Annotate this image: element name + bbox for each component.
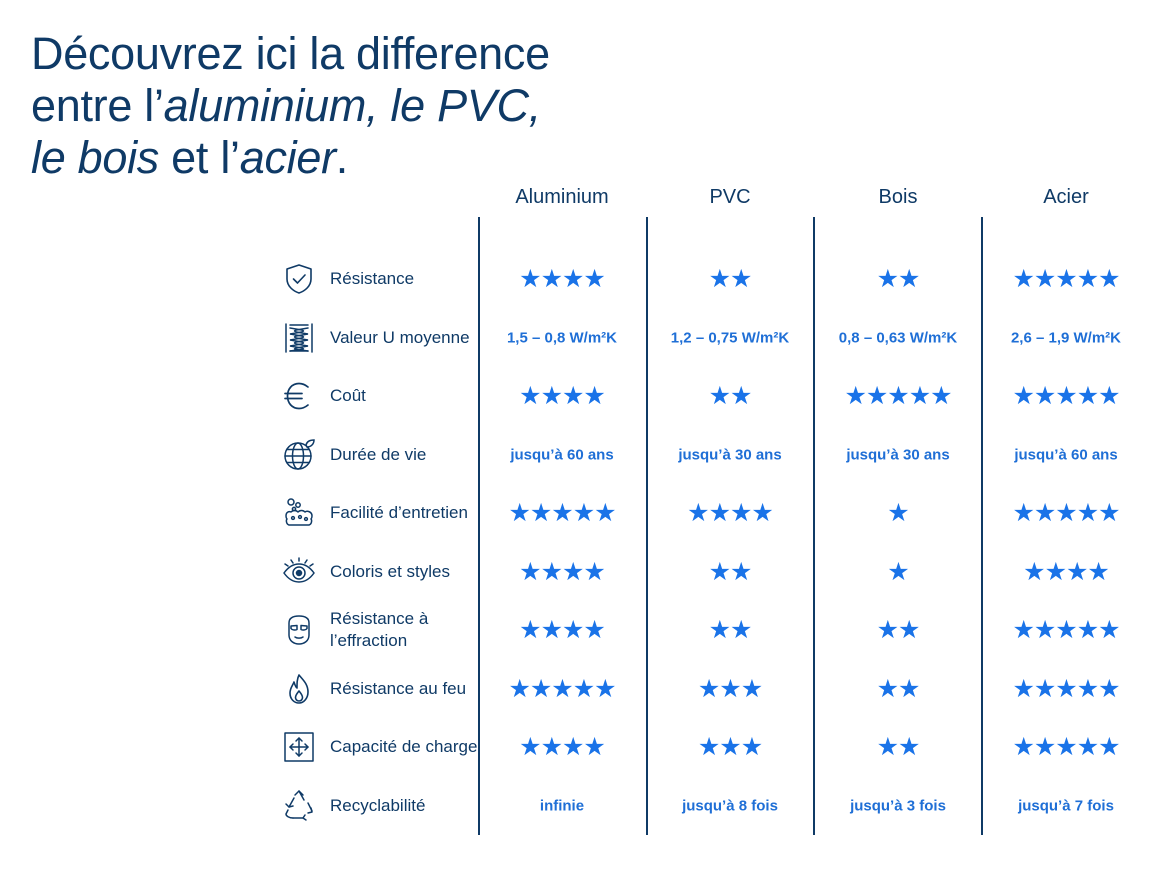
cell-value: jusqu’à 60 ans — [510, 446, 614, 463]
headline-line3-italic-a: le bois — [31, 132, 159, 183]
headline-line1: Découvrez ici la difference — [31, 28, 550, 79]
row-label: Résistance à l’effraction — [330, 609, 429, 650]
column-header-bois: Bois — [878, 186, 918, 208]
star-rating: ★★★★ — [1023, 557, 1110, 586]
sponge-icon — [282, 496, 316, 530]
star-rating: ★★★★★ — [508, 674, 616, 703]
column-divider — [981, 217, 983, 835]
star-rating: ★★ — [708, 382, 753, 410]
insulation-icon — [282, 321, 316, 355]
table-row: Capacité de charge ★★★★ ★★★ ★★ ★★★★★ — [0, 718, 1170, 776]
star-rating: ★★★ — [697, 674, 763, 703]
column-header-acier: Acier — [1043, 186, 1089, 208]
star-rating: ★★★★★ — [1012, 674, 1120, 703]
star-rating: ★★★★ — [687, 499, 774, 527]
star-rating: ★★★★★ — [508, 499, 616, 527]
eye-icon — [282, 555, 316, 589]
star-rating: ★★ — [708, 616, 753, 644]
table-row: Résistance au feu ★★★★★ ★★★ ★★ ★★★★★ — [0, 660, 1170, 718]
star-rating: ★★★ — [697, 733, 763, 761]
column-header-aluminium: Aluminium — [515, 186, 609, 208]
star-rating: ★★★★ — [519, 382, 606, 410]
table-row: Durée de vie jusqu’à 60 ans jusqu’à 30 ans… — [0, 426, 1170, 484]
cell-value: 0,8 – 0,63 W/m²K — [838, 329, 958, 346]
cell-value: jusqu’à 60 ans — [1014, 446, 1118, 463]
recycle-icon — [282, 789, 316, 823]
row-label: Résistance au feu — [330, 678, 467, 698]
column-divider — [646, 217, 648, 835]
cell-value: 2,6 – 1,9 W/m²K — [1010, 329, 1122, 346]
cell-value: jusqu’à 7 fois — [1018, 797, 1114, 814]
star-rating: ★★ — [876, 733, 921, 761]
globe-leaf-icon — [282, 438, 316, 472]
table-row: Coloris et styles ★★★★ ★★ ★ ★★★★ — [0, 543, 1170, 601]
row-label: Recyclabilité — [330, 795, 426, 815]
star-rating: ★ — [887, 557, 909, 586]
row-label: Durée de vie — [330, 444, 427, 464]
cell-value: 1,2 – 0,75 W/m²K — [670, 329, 790, 346]
star-rating: ★★ — [876, 265, 921, 293]
headline-line3-plain-a: et l’ — [158, 132, 240, 183]
star-rating: ★ — [887, 499, 909, 527]
star-rating: ★★★★ — [519, 557, 606, 586]
headline-line2-plain: entre l’ — [31, 80, 164, 131]
star-rating: ★★★★★ — [844, 382, 952, 410]
page-title: Découvrez ici la difference entre l’alum… — [31, 28, 550, 184]
row-label: Capacité de charge — [330, 737, 478, 756]
row-label: Coût — [330, 386, 366, 405]
row-label: Résistance — [330, 269, 415, 288]
star-rating: ★★★★ — [519, 265, 606, 293]
headline-line3-italic-b: acier — [239, 132, 336, 183]
table-row: Recyclabilité infinie jusqu’à 8 fois jusqu’… — [0, 777, 1170, 835]
star-rating: ★★ — [876, 616, 921, 644]
headline-line2-italic: aluminium, le PVC, — [163, 80, 542, 131]
flame-icon — [282, 672, 316, 706]
table-row: Facilité d’entretien ★★★★★ ★★★★ ★ ★★★★★ — [0, 484, 1170, 542]
table-row: Valeur U moyenne 1,5 – 0,8 W/m²K 1,2 – 0,7… — [0, 309, 1170, 367]
row-label: Valeur U moyenne — [330, 327, 470, 347]
row-label: Facilité d’entretien — [330, 503, 468, 522]
cell-value: jusqu’à 30 ans — [846, 446, 950, 463]
star-rating: ★★★★★ — [1012, 733, 1120, 761]
star-rating: ★★ — [708, 265, 753, 293]
column-header-pvc: PVC — [709, 186, 751, 208]
shield-check-icon — [282, 262, 316, 296]
cell-value: 1,5 – 0,8 W/m²K — [506, 329, 618, 346]
column-divider — [478, 217, 480, 835]
load-capacity-icon — [282, 730, 316, 764]
star-rating: ★★★★★ — [1012, 265, 1120, 293]
euro-icon — [282, 379, 316, 413]
cell-value: jusqu’à 8 fois — [682, 797, 778, 814]
star-rating: ★★★★★ — [1012, 499, 1120, 527]
burglar-mask-icon — [282, 613, 316, 647]
cell-value: jusqu’à 30 ans — [678, 446, 782, 463]
row-label: Coloris et styles — [330, 561, 450, 581]
table-row: Coût ★★★★ ★★ ★★★★★ ★★★★★ — [0, 367, 1170, 425]
table-row: Résistance ★★★★ ★★ ★★ ★★★★★ — [0, 250, 1170, 308]
headline-line3-plain-b: . — [335, 132, 349, 183]
table-row: Résistance à l’effraction ★★★★ ★★ ★★ ★★★★★ — [0, 601, 1170, 659]
star-rating: ★★ — [708, 557, 753, 586]
star-rating: ★★★★ — [519, 616, 606, 644]
cell-value: jusqu’à 3 fois — [850, 797, 946, 814]
star-rating: ★★ — [876, 674, 921, 703]
column-divider — [813, 217, 815, 835]
star-rating: ★★★★★ — [1012, 382, 1120, 410]
cell-value: infinie — [539, 797, 585, 814]
star-rating: ★★★★★ — [1012, 616, 1120, 644]
star-rating: ★★★★ — [519, 733, 606, 761]
